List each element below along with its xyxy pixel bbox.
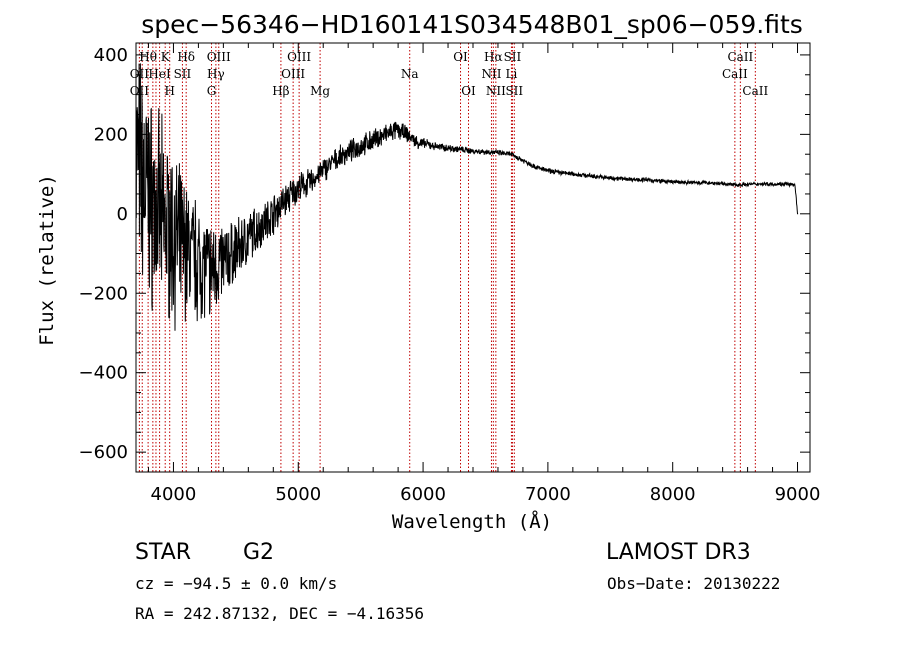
marker-label: Na <box>401 67 419 81</box>
marker-label: CaII <box>727 50 753 64</box>
line-marker-labels: Hθ K Hδ OIII OIIINaOIOIHαNIINIISIILiSIIOIIOI… <box>130 50 769 98</box>
x-tick-label: 4000 <box>151 484 197 505</box>
marker-label: OI <box>453 50 468 64</box>
y-tick-label: −600 <box>79 442 128 463</box>
y-tick-label: −200 <box>79 283 128 304</box>
x-tick-label: 7000 <box>525 484 571 505</box>
flux-series-line <box>135 63 799 331</box>
marker-label: H <box>164 84 174 98</box>
coords-line: RA = 242.87132, DEC = −4.16356 <box>135 604 424 623</box>
subclass: G2 <box>243 540 274 565</box>
x-tick-label: 9000 <box>775 484 821 505</box>
obs-date: Obs−Date: 20130222 <box>607 574 780 593</box>
marker-label: OIII <box>281 67 305 81</box>
marker-label: Hα <box>484 50 503 64</box>
marker-label: HeI <box>148 67 171 81</box>
redshift-line: cz = −94.5 ± 0.0 km/s <box>135 574 337 593</box>
x-tick-label: 6000 <box>400 484 446 505</box>
object-type: STAR <box>135 540 191 565</box>
y-tick-label: 400 <box>94 45 128 66</box>
marker-label: NII <box>481 67 501 81</box>
y-tick-label: −400 <box>79 363 128 384</box>
marker-label: Mg <box>310 84 330 98</box>
y-tick-label: 200 <box>94 124 128 145</box>
marker-label: SII <box>504 50 522 64</box>
y-axis-label: Flux (relative) <box>36 174 58 346</box>
marker-label: Hδ <box>177 50 195 64</box>
chart-title: spec−56346−HD160141S034548B01_sp06−059.f… <box>141 10 803 39</box>
line-markers <box>138 43 756 472</box>
marker-label: Hβ <box>272 84 289 98</box>
y-tick-label: 0 <box>117 204 128 225</box>
marker-label: NII <box>486 84 506 98</box>
marker-label: G <box>207 84 217 98</box>
marker-label: Li <box>506 67 518 81</box>
x-tick-label: 5000 <box>275 484 321 505</box>
x-axis-ticks: 4000 5000 6000 7000 8000 9000 <box>147 43 821 505</box>
marker-label: CaII <box>722 67 748 81</box>
y-axis-ticks: 400 200 0 −200 −400 −600 <box>79 45 810 463</box>
marker-label: Hθ <box>139 50 157 64</box>
x-tick-label: 8000 <box>650 484 696 505</box>
x-axis-label: Wavelength (Å) <box>392 510 552 533</box>
marker-label: SII <box>505 84 523 98</box>
marker-label: OI <box>461 84 476 98</box>
marker-label: K <box>161 50 171 64</box>
survey-name: LAMOST DR3 <box>606 540 751 565</box>
marker-label: CaII <box>742 84 768 98</box>
marker-label: SII <box>174 67 192 81</box>
marker-label: OIII <box>207 50 231 64</box>
marker-label: OIII <box>287 50 311 64</box>
marker-label: Hγ <box>207 67 225 81</box>
